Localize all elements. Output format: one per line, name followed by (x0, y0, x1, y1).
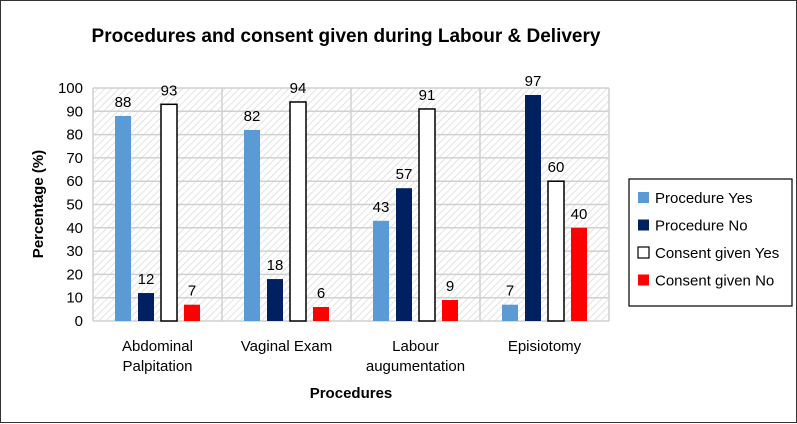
data-label: 93 (161, 82, 178, 99)
legend-entry: Consent given No (655, 273, 774, 290)
bar-consent-given-no (184, 304, 200, 321)
bar-consent-given-yes (547, 180, 565, 322)
data-label: 18 (267, 257, 284, 274)
legend-entry: Procedure Yes (655, 190, 753, 207)
y-axis-label: Percentage (%) (30, 150, 47, 258)
x-tick-label-line: Abdominal (122, 338, 193, 355)
y-tick-label: 60 (66, 173, 83, 190)
bar-procedure-no (267, 279, 283, 321)
bar-consent-given-no (571, 227, 587, 321)
data-label: 88 (115, 94, 132, 111)
y-tick-label: 50 (66, 197, 83, 214)
data-label: 12 (138, 271, 155, 288)
bar-consent-given-no (313, 307, 329, 321)
x-tick-label: Episiotomy (508, 338, 582, 355)
y-tick-label: 70 (66, 150, 83, 167)
bar-procedure-yes (502, 304, 518, 321)
y-tick-label: 40 (66, 220, 83, 237)
data-label: 40 (571, 206, 588, 223)
y-tick-label: 90 (66, 103, 83, 120)
data-label: 9 (446, 278, 454, 295)
legend-swatch (638, 274, 649, 286)
legend-entry: Consent given Yes (655, 245, 779, 262)
x-tick-label: Abdominal Palpitation (122, 338, 193, 375)
bar-procedure-yes (244, 129, 260, 321)
data-label: 60 (548, 159, 565, 176)
data-label: 43 (373, 199, 390, 216)
x-tick-label: Labour augumentation (366, 338, 465, 375)
x-tick-label-line: Vaginal Exam (241, 338, 332, 355)
y-tick-label: 10 (66, 290, 83, 307)
data-label: 82 (244, 108, 261, 125)
data-label: 7 (506, 283, 514, 300)
data-label: 57 (396, 166, 413, 183)
data-label: 91 (419, 87, 436, 104)
x-tick-label-line: Episiotomy (508, 338, 582, 355)
bar-procedure-no (396, 188, 412, 321)
data-label: 94 (290, 80, 307, 97)
legend-swatch (637, 246, 650, 259)
data-label: 6 (317, 285, 325, 302)
chart-title: Procedures and consent given during Labo… (92, 26, 601, 47)
bar-consent-given-no (442, 300, 458, 321)
legend-swatch (638, 192, 649, 203)
y-tick-label: 0 (75, 313, 83, 330)
x-tick-label-line: Palpitation (122, 358, 192, 375)
y-tick-label: 20 (66, 266, 83, 283)
bar-consent-given-yes (160, 103, 178, 322)
legend-swatch (638, 219, 649, 231)
data-label: 7 (188, 283, 196, 300)
x-tick-label-line: augumentation (366, 358, 465, 375)
legend-entry: Procedure No (655, 218, 748, 235)
bar-procedure-yes (115, 115, 131, 322)
legend: Procedure Yes Procedure No Consent given Y… (628, 178, 793, 307)
bar-consent-given-yes (418, 108, 436, 322)
bar-procedure-yes (373, 220, 389, 321)
x-axis-label: Procedures (310, 385, 393, 402)
x-tick-label: Vaginal Exam (241, 338, 332, 355)
y-tick-label: 100 (58, 80, 83, 97)
bar-consent-given-yes (289, 101, 307, 322)
legend-box (628, 178, 793, 307)
x-tick-label-line: Labour (392, 338, 439, 355)
y-tick-label: 30 (66, 243, 83, 260)
plot-area: 0 10 20 30 40 50 60 70 80 90 100 88 12 93 7 Abdominal Pa… (58, 73, 610, 375)
data-label: 97 (525, 73, 542, 90)
bar-procedure-no (525, 94, 541, 322)
y-tick-label: 80 (66, 127, 83, 144)
bar-procedure-no (138, 293, 154, 321)
